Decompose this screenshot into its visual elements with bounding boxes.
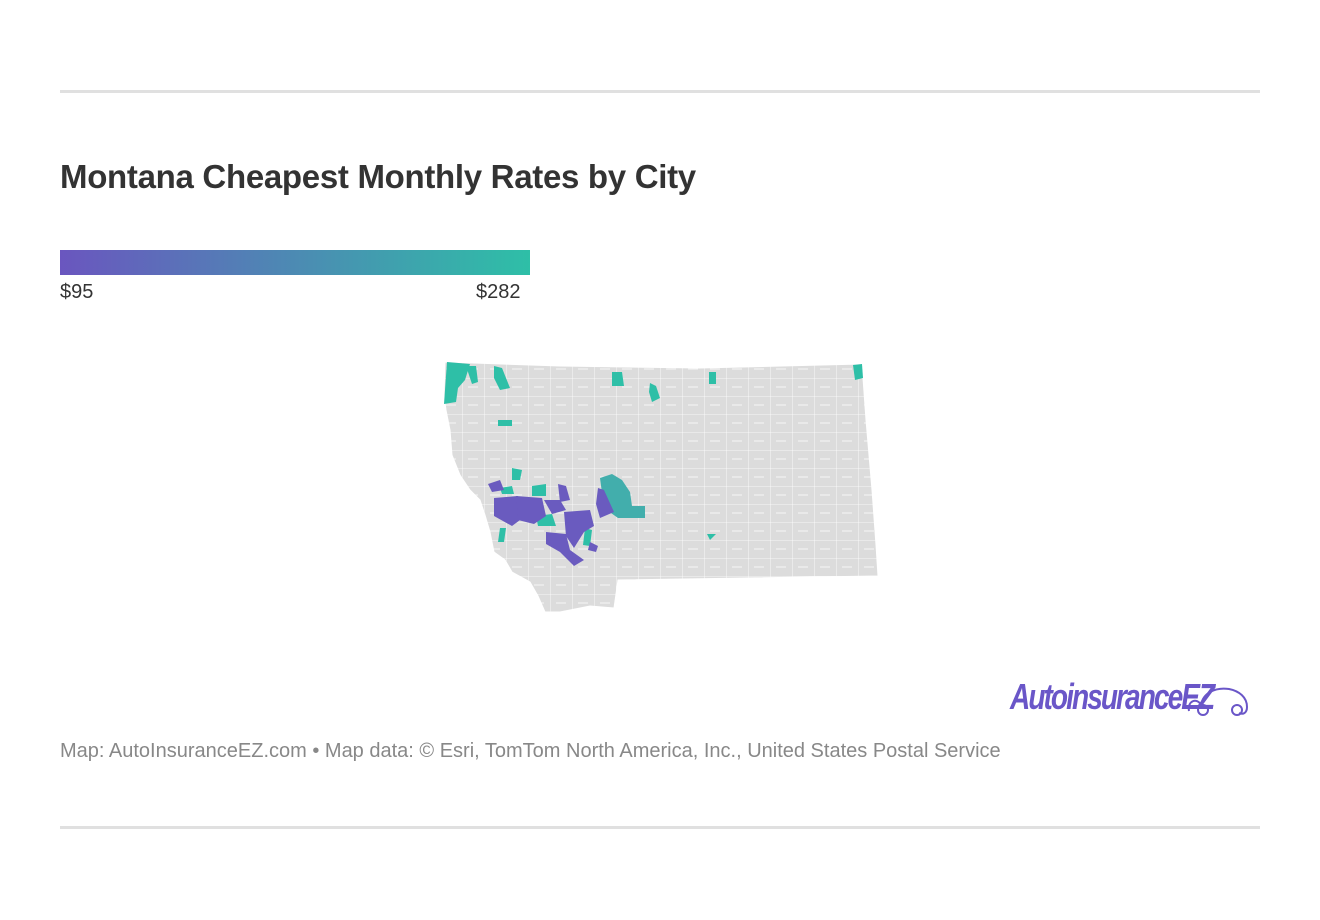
zip-boundaries bbox=[444, 362, 878, 612]
autoinsuranceez-logo: AutoinsuranceEZ bbox=[1010, 676, 1215, 718]
map-source-footer: Map: AutoInsuranceEZ.com • Map data: © E… bbox=[60, 740, 1001, 762]
logo-text: AutoinsuranceEZ bbox=[1010, 676, 1215, 717]
legend-min-label: $95 bbox=[60, 281, 94, 303]
bottom-divider bbox=[60, 826, 1260, 829]
high-rate-regions bbox=[444, 362, 863, 546]
low-rate-regions bbox=[488, 480, 614, 566]
legend-max-label: $282 bbox=[476, 281, 521, 303]
chart-title: Montana Cheapest Monthly Rates by City bbox=[60, 158, 696, 195]
car-outline-icon bbox=[1187, 687, 1249, 716]
color-legend-bar bbox=[60, 250, 530, 275]
top-divider bbox=[60, 90, 1260, 93]
